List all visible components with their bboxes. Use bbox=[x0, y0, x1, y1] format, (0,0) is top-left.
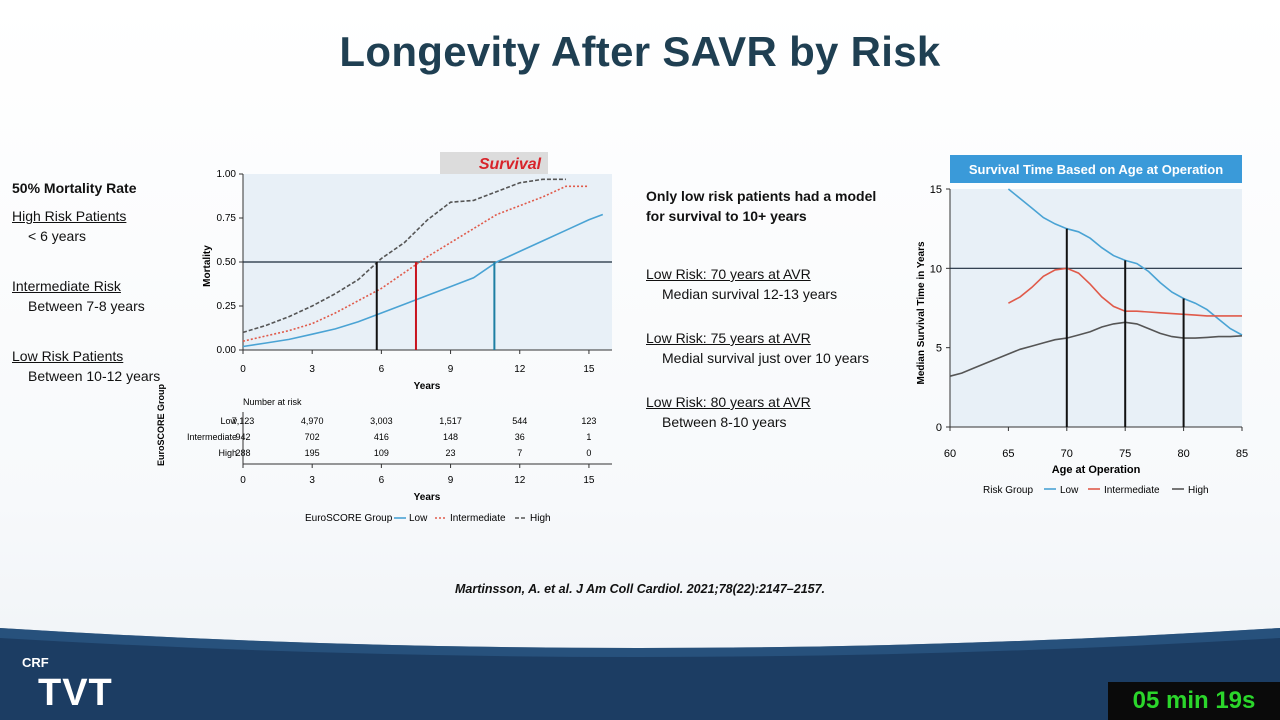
risk-cell: 702 bbox=[305, 432, 320, 442]
km-x-axis-label: Years bbox=[414, 381, 441, 392]
risk-cell: 195 bbox=[305, 448, 320, 458]
survival-annotation: Survival bbox=[479, 156, 542, 173]
risk-row-label: Low bbox=[220, 416, 237, 426]
km-y-tick-label: 1.00 bbox=[217, 169, 237, 180]
high-risk-value: < 6 years bbox=[28, 228, 86, 244]
survival-annotation-bg bbox=[440, 152, 548, 174]
middle-heading-line2: for survival to 10+ years bbox=[646, 208, 807, 224]
footer-band bbox=[0, 628, 1280, 720]
risk-row-label: Intermediate bbox=[187, 432, 237, 442]
km-y-tick-label: 0.25 bbox=[217, 301, 237, 312]
low-risk-70-value: Median survival 12-13 years bbox=[662, 286, 838, 302]
high-risk-label: High Risk Patients bbox=[12, 208, 127, 224]
age-y-tick-label: 0 bbox=[936, 422, 942, 434]
km-legend: EuroSCORE Group Low Intermediate High bbox=[305, 513, 551, 524]
risk-cell: 148 bbox=[443, 432, 458, 442]
risk-cell: 36 bbox=[515, 432, 525, 442]
risk-cell: 23 bbox=[446, 448, 456, 458]
km-x-tick-label: 3 bbox=[309, 364, 315, 375]
age-plot-area bbox=[950, 189, 1242, 427]
low-risk-80-label: Low Risk: 80 years at AVR bbox=[646, 394, 811, 410]
left-heading: 50% Mortality Rate bbox=[12, 180, 137, 196]
km-x-tick-label: 12 bbox=[514, 364, 526, 375]
age-chart-banner bbox=[950, 155, 1242, 183]
low-risk-label: Low Risk Patients bbox=[12, 348, 124, 364]
age-y-tick-label: 5 bbox=[936, 343, 942, 355]
age-x-tick-label: 80 bbox=[1177, 448, 1189, 460]
km-y-axis-label: Mortality bbox=[202, 245, 213, 287]
citation: Martinsson, A. et al. J Am Coll Cardiol.… bbox=[454, 582, 826, 596]
risk-x-tick-label: 0 bbox=[240, 475, 246, 486]
km-y-tick-label: 0.50 bbox=[217, 257, 237, 268]
km-series-high bbox=[242, 178, 566, 334]
age-x-tick-label: 70 bbox=[1061, 448, 1073, 460]
risk-x-tick-label: 3 bbox=[309, 475, 315, 486]
low-risk-70-label: Low Risk: 70 years at AVR bbox=[646, 266, 811, 282]
middle-heading-line1: Only low risk patients had a model bbox=[646, 188, 877, 204]
age-legend: Risk Group Low Intermediate High bbox=[983, 485, 1209, 496]
risk-cell: 123 bbox=[581, 416, 596, 426]
age-legend-low: Low bbox=[1060, 485, 1079, 496]
risk-cell: 416 bbox=[374, 432, 389, 442]
risk-table-x-label: Years bbox=[414, 492, 441, 503]
middle-panel: Only low risk patients had a model for s… bbox=[646, 186, 906, 432]
risk-x-tick-label: 6 bbox=[379, 475, 385, 486]
intermediate-risk-value: Between 7-8 years bbox=[28, 298, 145, 314]
low-risk-80-value: Between 8-10 years bbox=[662, 414, 787, 430]
km-legend-high: High bbox=[530, 513, 551, 524]
risk-cell: 3,003 bbox=[370, 416, 393, 426]
age-y-axis-label: Median Survival Time in Years bbox=[916, 241, 927, 384]
mortality-chart: Survival 0.000.250.500.751.000 3 6 9 12 15 Ye… bbox=[156, 152, 612, 524]
km-x-tick-label: 15 bbox=[583, 364, 595, 375]
age-x-axis-label: Age at Operation bbox=[1052, 464, 1141, 476]
age-x-tick-label: 65 bbox=[1002, 448, 1014, 460]
km-legend-low: Low bbox=[409, 513, 428, 524]
km-legend-title: EuroSCORE Group bbox=[305, 513, 393, 524]
risk-cell: 4,970 bbox=[301, 416, 324, 426]
survival-age-chart: Survival Time Based on Age at Operation … bbox=[916, 155, 1248, 496]
age-legend-high: High bbox=[1188, 485, 1209, 496]
tvt-logo: TVT bbox=[38, 672, 113, 714]
km-x-tick-label: 0 bbox=[240, 364, 246, 375]
slide-title: Longevity After SAVR by Risk bbox=[339, 28, 941, 75]
low-risk-75-label: Low Risk: 75 years at AVR bbox=[646, 330, 811, 346]
intermediate-risk-label: Intermediate Risk bbox=[12, 278, 121, 294]
age-legend-intermediate: Intermediate bbox=[1104, 485, 1160, 496]
risk-cell: 109 bbox=[374, 448, 389, 458]
age-legend-title: Risk Group bbox=[983, 485, 1033, 496]
age-x-tick-label: 85 bbox=[1236, 448, 1248, 460]
age-chart-title: Survival Time Based on Age at Operation bbox=[969, 162, 1223, 177]
risk-cell: 7 bbox=[517, 448, 522, 458]
age-series-low bbox=[1007, 188, 1243, 336]
km-series-low bbox=[242, 213, 604, 348]
risk-x-tick-label: 9 bbox=[448, 475, 454, 486]
risk-cell: 1 bbox=[586, 432, 591, 442]
risk-table-title: Number at risk bbox=[243, 397, 302, 407]
low-risk-value: Between 10-12 years bbox=[28, 368, 161, 384]
age-series-high bbox=[949, 321, 1243, 377]
age-y-tick-label: 10 bbox=[930, 263, 942, 275]
low-risk-75-value: Medial survival just over 10 years bbox=[662, 350, 869, 366]
km-x-tick-label: 6 bbox=[379, 364, 385, 375]
risk-x-tick-label: 15 bbox=[583, 475, 595, 486]
km-legend-intermediate: Intermediate bbox=[450, 513, 506, 524]
risk-row-label: High bbox=[218, 448, 237, 458]
km-y-tick-label: 0.75 bbox=[217, 213, 237, 224]
age-x-tick-label: 60 bbox=[944, 448, 956, 460]
age-x-tick-label: 75 bbox=[1119, 448, 1131, 460]
crf-logo: CRF bbox=[22, 655, 49, 670]
risk-cell: 0 bbox=[586, 448, 591, 458]
risk-table-group-label: EuroSCORE Group bbox=[156, 383, 166, 466]
risk-cell: 1,517 bbox=[439, 416, 462, 426]
km-x-tick-label: 9 bbox=[448, 364, 454, 375]
age-y-tick-label: 15 bbox=[930, 184, 942, 196]
km-y-tick-label: 0.00 bbox=[217, 345, 237, 356]
risk-x-tick-label: 12 bbox=[514, 475, 526, 486]
timer-display: 05 min 19s bbox=[1108, 682, 1280, 720]
left-panel: 50% Mortality Rate High Risk Patients < … bbox=[12, 178, 202, 386]
risk-cell: 544 bbox=[512, 416, 527, 426]
